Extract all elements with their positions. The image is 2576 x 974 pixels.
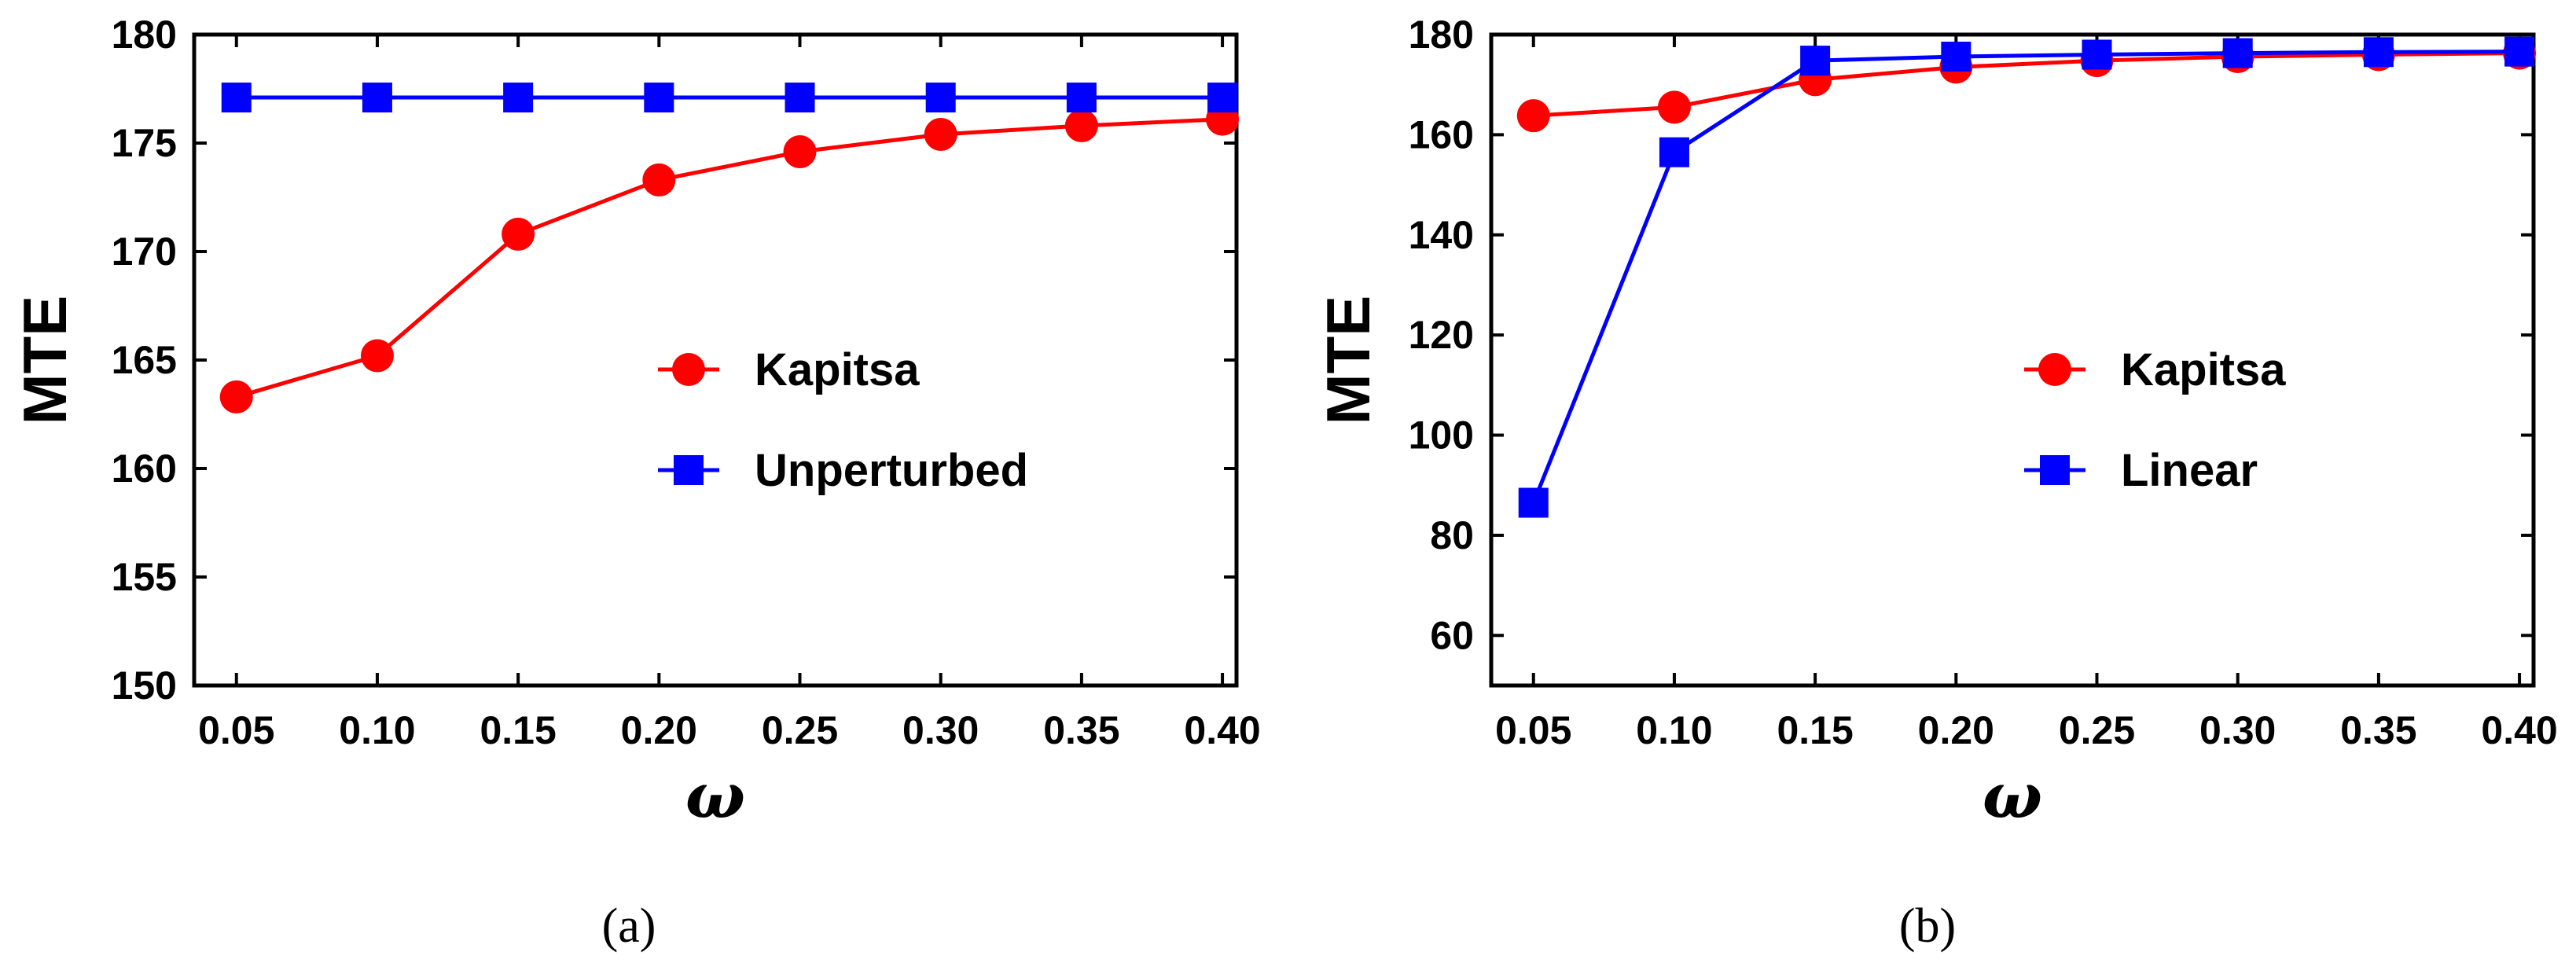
x-tick-label: 0.20 bbox=[1918, 708, 1994, 752]
legend-label: Kapitsa bbox=[2121, 344, 2286, 395]
x-axis-label: ω bbox=[685, 759, 745, 832]
legend-label: Linear bbox=[2121, 445, 2258, 496]
plot-frame bbox=[1489, 32, 2536, 688]
data-point-unperturbed bbox=[644, 83, 674, 113]
data-point-kapitsa bbox=[783, 135, 817, 169]
data-point-unperturbed bbox=[362, 83, 392, 113]
data-point-unperturbed bbox=[925, 83, 956, 113]
y-tick-label: 60 bbox=[1430, 613, 1474, 657]
data-point-linear bbox=[1659, 137, 1689, 167]
data-point-linear bbox=[1518, 487, 1549, 518]
x-axis-label: ω bbox=[1983, 759, 2042, 832]
data-point-unperturbed bbox=[1066, 83, 1097, 113]
y-tick-label: 100 bbox=[1409, 413, 1474, 458]
legend-label: Unperturbed bbox=[755, 445, 1028, 496]
panel-a: 150 155 160 165 170 175 180 0.05 0.10 0.15 0.20 0.2… bbox=[10, 13, 1261, 953]
y-tick-label: 155 bbox=[112, 555, 177, 599]
x-tick-label: 0.10 bbox=[1636, 708, 1712, 752]
y-tick-label: 140 bbox=[1409, 213, 1474, 257]
legend-marker bbox=[2038, 353, 2071, 386]
y-tick-label: 160 bbox=[1409, 112, 1474, 156]
x-tick-label: 0.05 bbox=[1495, 708, 1571, 752]
series-line-kapitsa bbox=[236, 117, 1223, 399]
y-tick-label: 175 bbox=[112, 121, 177, 165]
data-point-linear bbox=[1941, 42, 1972, 72]
data-point-kapitsa bbox=[1516, 99, 1550, 133]
legend-marker bbox=[674, 455, 704, 485]
panel-b: 60 80 100 120 140 160 180 0.05 0.10 0.15 0.20 0.25 0… bbox=[1314, 13, 2558, 953]
x-tick-label: 0.40 bbox=[2481, 708, 2557, 752]
panel-caption: (a) bbox=[602, 899, 656, 953]
data-point-unperturbed bbox=[785, 83, 815, 113]
legend-marker bbox=[672, 353, 705, 386]
series-line-kapitsa bbox=[1533, 51, 2520, 118]
data-point-linear bbox=[2504, 36, 2535, 67]
y-tick-label: 180 bbox=[112, 13, 177, 57]
data-point-unperturbed bbox=[221, 83, 252, 113]
data-point-kapitsa bbox=[502, 217, 535, 251]
legend-marker bbox=[2040, 455, 2070, 485]
x-tick-label: 0.30 bbox=[902, 708, 979, 752]
data-point-linear bbox=[2082, 39, 2112, 70]
y-tick-label: 120 bbox=[1409, 313, 1474, 357]
data-point-kapitsa bbox=[360, 339, 394, 373]
x-tick-label: 0.40 bbox=[1184, 708, 1260, 752]
data-point-kapitsa bbox=[1657, 90, 1691, 124]
y-tick-label: 180 bbox=[1409, 13, 1474, 57]
y-tick-label: 150 bbox=[112, 663, 177, 708]
y-tick-label: 170 bbox=[112, 230, 177, 274]
data-point-unperturbed bbox=[1207, 83, 1238, 113]
data-point-linear bbox=[2222, 38, 2253, 68]
data-point-kapitsa bbox=[1064, 108, 1098, 142]
x-tick-label: 0.25 bbox=[762, 708, 838, 752]
y-tick-label: 165 bbox=[112, 338, 177, 382]
x-tick-label: 0.05 bbox=[198, 708, 274, 752]
y-axis-label: MTE bbox=[10, 296, 79, 425]
x-tick-label: 0.35 bbox=[2340, 708, 2416, 752]
y-tick-label: 160 bbox=[112, 447, 177, 491]
data-point-kapitsa bbox=[924, 117, 957, 151]
x-tick-label: 0.15 bbox=[1777, 708, 1853, 752]
x-tick-label: 0.35 bbox=[1043, 708, 1119, 752]
legend-label: Kapitsa bbox=[755, 344, 920, 395]
data-point-linear bbox=[2363, 37, 2394, 68]
x-tick-label: 0.10 bbox=[339, 708, 415, 752]
y-axis-label: MTE bbox=[1314, 296, 1383, 425]
series-line-linear bbox=[1531, 50, 2520, 504]
data-point-unperturbed bbox=[503, 83, 534, 113]
data-point-kapitsa bbox=[642, 163, 676, 197]
y-tick-label: 80 bbox=[1430, 513, 1474, 557]
x-tick-label: 0.25 bbox=[2059, 708, 2135, 752]
data-point-linear bbox=[1800, 46, 1831, 76]
x-tick-label: 0.20 bbox=[621, 708, 697, 752]
x-tick-label: 0.30 bbox=[2199, 708, 2276, 752]
x-tick-label: 0.15 bbox=[480, 708, 556, 752]
panel-caption: (b) bbox=[1899, 899, 1956, 953]
data-point-kapitsa bbox=[219, 380, 253, 413]
